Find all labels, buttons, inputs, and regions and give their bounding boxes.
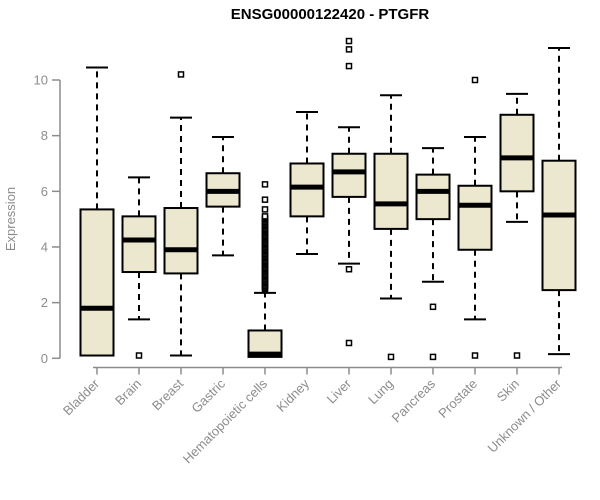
x-tick-label-unknown-other: Unknown / Other xyxy=(485,376,565,456)
outlier-point xyxy=(345,46,353,53)
boxplot-liver xyxy=(331,37,367,347)
iqr-box xyxy=(163,207,199,275)
boxplot-unknown-other xyxy=(541,46,577,356)
y-tick-label: 2 xyxy=(41,295,48,310)
outlier-point xyxy=(429,303,437,311)
boxplot-gastric xyxy=(205,136,241,257)
iqr-box xyxy=(121,215,157,274)
boxplot-pancreas xyxy=(415,147,451,361)
outlier-point xyxy=(345,339,353,347)
outlier-point xyxy=(345,37,353,45)
box-series xyxy=(79,37,577,361)
x-tick-label-kidney: Kidney xyxy=(273,376,312,415)
outlier-point xyxy=(177,71,185,78)
x-tick-label-skin: Skin xyxy=(494,376,522,404)
boxplot-hematopoietic-cells xyxy=(247,181,283,358)
iqr-box xyxy=(457,184,493,251)
outlier-point xyxy=(387,353,395,361)
boxplot-lung xyxy=(373,94,409,361)
y-tick-label: 8 xyxy=(41,128,48,143)
outlier-point xyxy=(261,206,269,213)
iqr-box xyxy=(289,162,325,218)
x-tick-label-liver: Liver xyxy=(324,376,355,407)
boxplot-brain xyxy=(121,176,157,359)
y-tick-label: 4 xyxy=(41,239,48,254)
outlier-point xyxy=(345,265,353,273)
outlier-point xyxy=(345,62,353,70)
boxplot-breast xyxy=(163,71,199,357)
y-tick-label: 6 xyxy=(41,184,48,199)
y-axis-label: Expression xyxy=(3,187,18,251)
iqr-box xyxy=(541,159,577,292)
x-tick-label-gastric: Gastric xyxy=(188,376,228,416)
iqr-box xyxy=(373,152,409,230)
outlier-point xyxy=(471,352,479,359)
iqr-box xyxy=(331,152,367,198)
x-tick-label-breast: Breast xyxy=(149,376,186,413)
iqr-box xyxy=(415,173,451,221)
x-tick-label-lung: Lung xyxy=(365,376,396,407)
y-tick-label: 0 xyxy=(41,351,48,366)
boxplot-bladder xyxy=(79,66,115,357)
boxplot-skin xyxy=(499,92,535,359)
iqr-box xyxy=(79,208,115,357)
x-tick-label-prostate: Prostate xyxy=(435,376,480,421)
x-tick-label-brain: Brain xyxy=(112,376,144,408)
y-tick-label: 10 xyxy=(34,73,48,88)
outlier-point xyxy=(261,181,269,188)
chart-title: ENSG00000122420 - PTGFR xyxy=(231,6,430,23)
outlier-point xyxy=(429,353,437,361)
iqr-box xyxy=(499,113,535,193)
outlier-point xyxy=(513,352,521,359)
outlier-point xyxy=(471,76,479,84)
outlier-point xyxy=(261,196,269,203)
outlier-point xyxy=(261,213,269,220)
x-tick-label-bladder: Bladder xyxy=(60,376,103,419)
boxplot-kidney xyxy=(289,111,325,255)
x-tick-label-pancreas: Pancreas xyxy=(389,376,439,426)
boxplot-prostate xyxy=(457,76,493,359)
outlier-point xyxy=(135,352,143,359)
